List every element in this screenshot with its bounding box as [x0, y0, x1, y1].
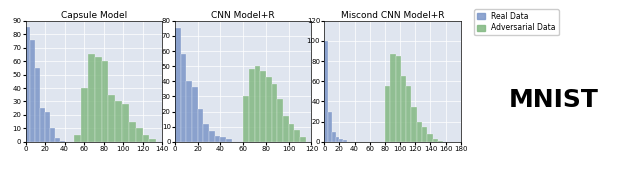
Bar	[215, 136, 220, 142]
Bar	[192, 87, 198, 142]
Bar	[88, 54, 95, 142]
Bar	[396, 56, 401, 142]
Bar	[204, 124, 209, 142]
Bar	[422, 127, 428, 142]
Bar	[35, 68, 40, 142]
Bar	[74, 135, 81, 142]
Bar	[129, 122, 136, 142]
Legend: Real Data, Adversarial Data: Real Data, Adversarial Data	[474, 9, 559, 35]
Title: Capsule Model: Capsule Model	[61, 11, 127, 20]
Bar	[328, 112, 332, 142]
Bar	[433, 139, 438, 142]
Bar	[324, 41, 328, 142]
Bar	[26, 28, 31, 142]
Bar	[294, 130, 300, 142]
Bar	[31, 40, 35, 142]
Bar	[390, 54, 396, 142]
Bar	[186, 81, 192, 142]
Bar	[428, 134, 433, 142]
Bar	[226, 139, 232, 142]
Bar	[102, 61, 109, 142]
Bar	[277, 99, 283, 142]
Bar	[220, 137, 226, 142]
Title: Miscond CNN Model+R: Miscond CNN Model+R	[340, 11, 444, 20]
Bar	[175, 28, 180, 142]
Bar	[249, 69, 255, 142]
Bar	[271, 84, 277, 142]
Bar	[150, 139, 156, 142]
Bar	[283, 116, 289, 142]
Bar	[266, 77, 271, 142]
Bar	[109, 95, 115, 142]
Bar	[136, 128, 143, 142]
Bar	[406, 86, 412, 142]
Bar	[255, 66, 260, 142]
Bar	[209, 131, 215, 142]
Bar	[260, 71, 266, 142]
Bar	[438, 141, 444, 142]
Bar	[289, 124, 294, 142]
Bar	[95, 57, 102, 142]
Bar	[243, 97, 249, 142]
Bar	[115, 102, 122, 142]
Bar	[412, 107, 417, 142]
Bar	[343, 140, 347, 142]
Bar	[81, 88, 88, 142]
Bar	[40, 108, 45, 142]
Bar	[60, 140, 65, 142]
Bar	[45, 112, 50, 142]
Bar	[339, 139, 343, 142]
Bar	[335, 137, 339, 142]
Bar	[122, 104, 129, 142]
Bar	[300, 137, 306, 142]
Bar	[180, 54, 186, 142]
Bar	[198, 109, 204, 142]
Bar	[143, 135, 150, 142]
Bar	[417, 122, 422, 142]
Bar	[50, 128, 55, 142]
Title: CNN Model+R: CNN Model+R	[211, 11, 275, 20]
Bar	[385, 86, 390, 142]
Bar	[401, 76, 406, 142]
Text: MNIST: MNIST	[509, 88, 598, 112]
Bar	[332, 132, 335, 142]
Bar	[55, 138, 60, 142]
